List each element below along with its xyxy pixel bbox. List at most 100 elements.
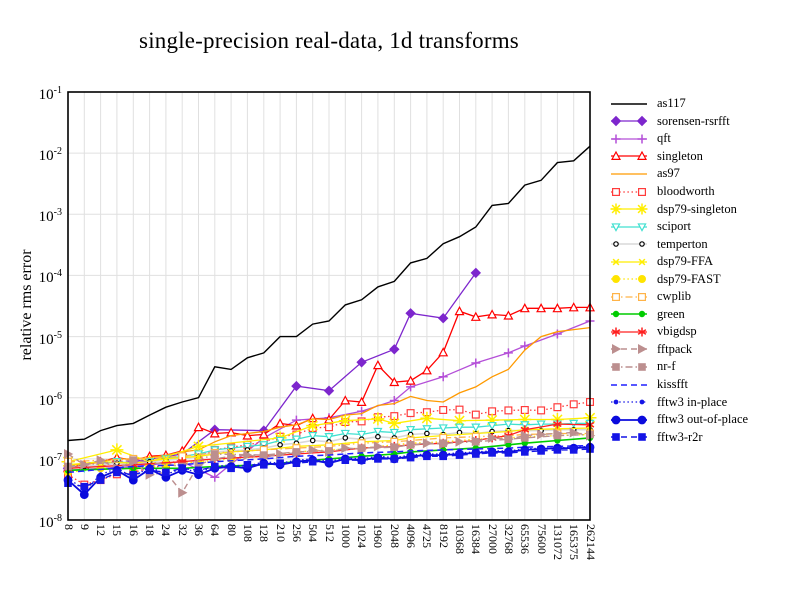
series-marker: [471, 358, 481, 368]
series-marker: [325, 423, 334, 432]
series-marker: [636, 151, 648, 161]
x-tick-label: 16: [126, 524, 141, 536]
x-tick-label: 16384: [469, 524, 484, 554]
series-marker: [553, 419, 562, 429]
series-marker: [357, 444, 366, 452]
series-marker: [454, 305, 465, 316]
series-marker: [637, 415, 647, 425]
legend-sample-cwplib: [611, 292, 647, 301]
legend-label: dsp79-FFA: [657, 254, 714, 269]
series-marker: [438, 347, 449, 357]
legend-item-green: green: [610, 306, 748, 324]
series-marker: [129, 456, 138, 465]
legend-item-fftw3 in-place: fftw3 in-place: [610, 393, 748, 411]
legend-item-sciport: sciport: [610, 218, 748, 236]
series-marker: [390, 443, 399, 452]
series-marker: [537, 447, 545, 455]
series-marker: [275, 436, 285, 446]
legend-item-dsp79-singleton: dsp79-singleton: [610, 200, 748, 218]
x-tick-label: 65536: [518, 524, 533, 554]
x-tick-label: 108: [240, 524, 255, 542]
legend-label: as117: [657, 96, 686, 111]
y-tick-label: 10-5: [38, 329, 62, 348]
series-marker: [637, 222, 647, 232]
x-tick-label: 8: [61, 524, 76, 530]
series-marker: [611, 187, 621, 196]
series-marker: [210, 472, 220, 482]
legend-sample-as117: [611, 103, 647, 105]
series-marker: [569, 400, 578, 409]
series-marker: [389, 344, 400, 355]
series-marker: [227, 464, 235, 473]
series-marker: [389, 428, 399, 438]
x-tick-label: 1024: [355, 524, 370, 548]
series-marker: [455, 405, 464, 414]
series-marker: [308, 457, 317, 466]
series-marker: [178, 464, 187, 473]
legend-label: sorensen-rsrfft: [657, 113, 730, 128]
series-marker: [439, 452, 448, 461]
legend-item-as97: as97: [610, 165, 748, 183]
series-marker: [325, 447, 333, 455]
series-marker: [503, 310, 514, 320]
legend-item-cwplib: cwplib: [610, 288, 748, 306]
series-line-fftw3 in-place: [67, 445, 591, 492]
x-tick-label: 80: [224, 524, 239, 536]
x-tick-label: 10368: [453, 524, 467, 554]
series-marker: [259, 441, 269, 450]
series-marker: [613, 399, 619, 405]
series-marker: [209, 428, 220, 438]
series-marker: [612, 311, 620, 318]
series-marker: [536, 303, 547, 313]
legend-sample-fftw3 out-of-place: [611, 415, 647, 425]
series-marker: [569, 419, 579, 429]
series-marker: [324, 433, 334, 442]
series-marker: [243, 461, 252, 469]
legend-item-dsp79-FFA: dsp79-FFA: [610, 253, 748, 271]
series-marker: [422, 425, 432, 434]
series-marker: [79, 490, 89, 500]
x-tick-label: 4725: [420, 524, 435, 548]
series-marker: [550, 413, 564, 426]
series-marker: [611, 222, 621, 232]
series-marker: [611, 415, 621, 425]
series-marker: [309, 437, 316, 444]
legend-sample-fftw3-r2r: [611, 433, 647, 441]
series-marker: [357, 406, 367, 416]
series-marker: [211, 462, 219, 471]
series-marker: [471, 410, 480, 419]
series-marker: [242, 442, 253, 452]
series-marker: [405, 426, 416, 435]
series-marker: [129, 470, 138, 479]
series-marker: [552, 303, 563, 313]
x-tick-label: 18: [143, 524, 158, 536]
series-marker: [371, 412, 385, 426]
x-tick-label: 504: [306, 524, 321, 542]
legend-label: fftw3 in-place: [657, 394, 728, 409]
legend-sample-sciport: [611, 222, 647, 232]
legend-label: vbigdsp: [657, 324, 697, 339]
chart-title: single-precision real-data, 1d transform…: [139, 28, 519, 53]
series-marker: [420, 411, 434, 425]
x-tick-label: 131072: [550, 524, 565, 560]
series-line-dsp79-FFA: [67, 427, 591, 466]
series-line-fftw3-r2r: [67, 448, 591, 488]
series-marker: [406, 453, 415, 462]
series-marker: [504, 435, 513, 444]
legend-sample-fftw3 in-place: [611, 399, 647, 405]
legend: as117 sorensen-rsrfft qft singleton as97 bloo…: [610, 95, 748, 446]
legend-sample-temperton: [611, 241, 647, 247]
x-tick-label: 12: [94, 524, 109, 536]
series-marker: [193, 421, 204, 432]
series-marker: [637, 327, 647, 337]
series-marker: [178, 487, 188, 498]
series-marker: [611, 134, 621, 144]
series-marker: [438, 372, 448, 382]
series-marker: [356, 357, 367, 368]
x-tick-label: 27000: [485, 524, 500, 554]
legend-label: fftw3 out-of-place: [657, 412, 749, 427]
series-marker: [504, 449, 513, 457]
series-marker: [211, 450, 219, 458]
series-marker: [340, 395, 351, 405]
y-tick-label: 10-1: [38, 85, 62, 103]
